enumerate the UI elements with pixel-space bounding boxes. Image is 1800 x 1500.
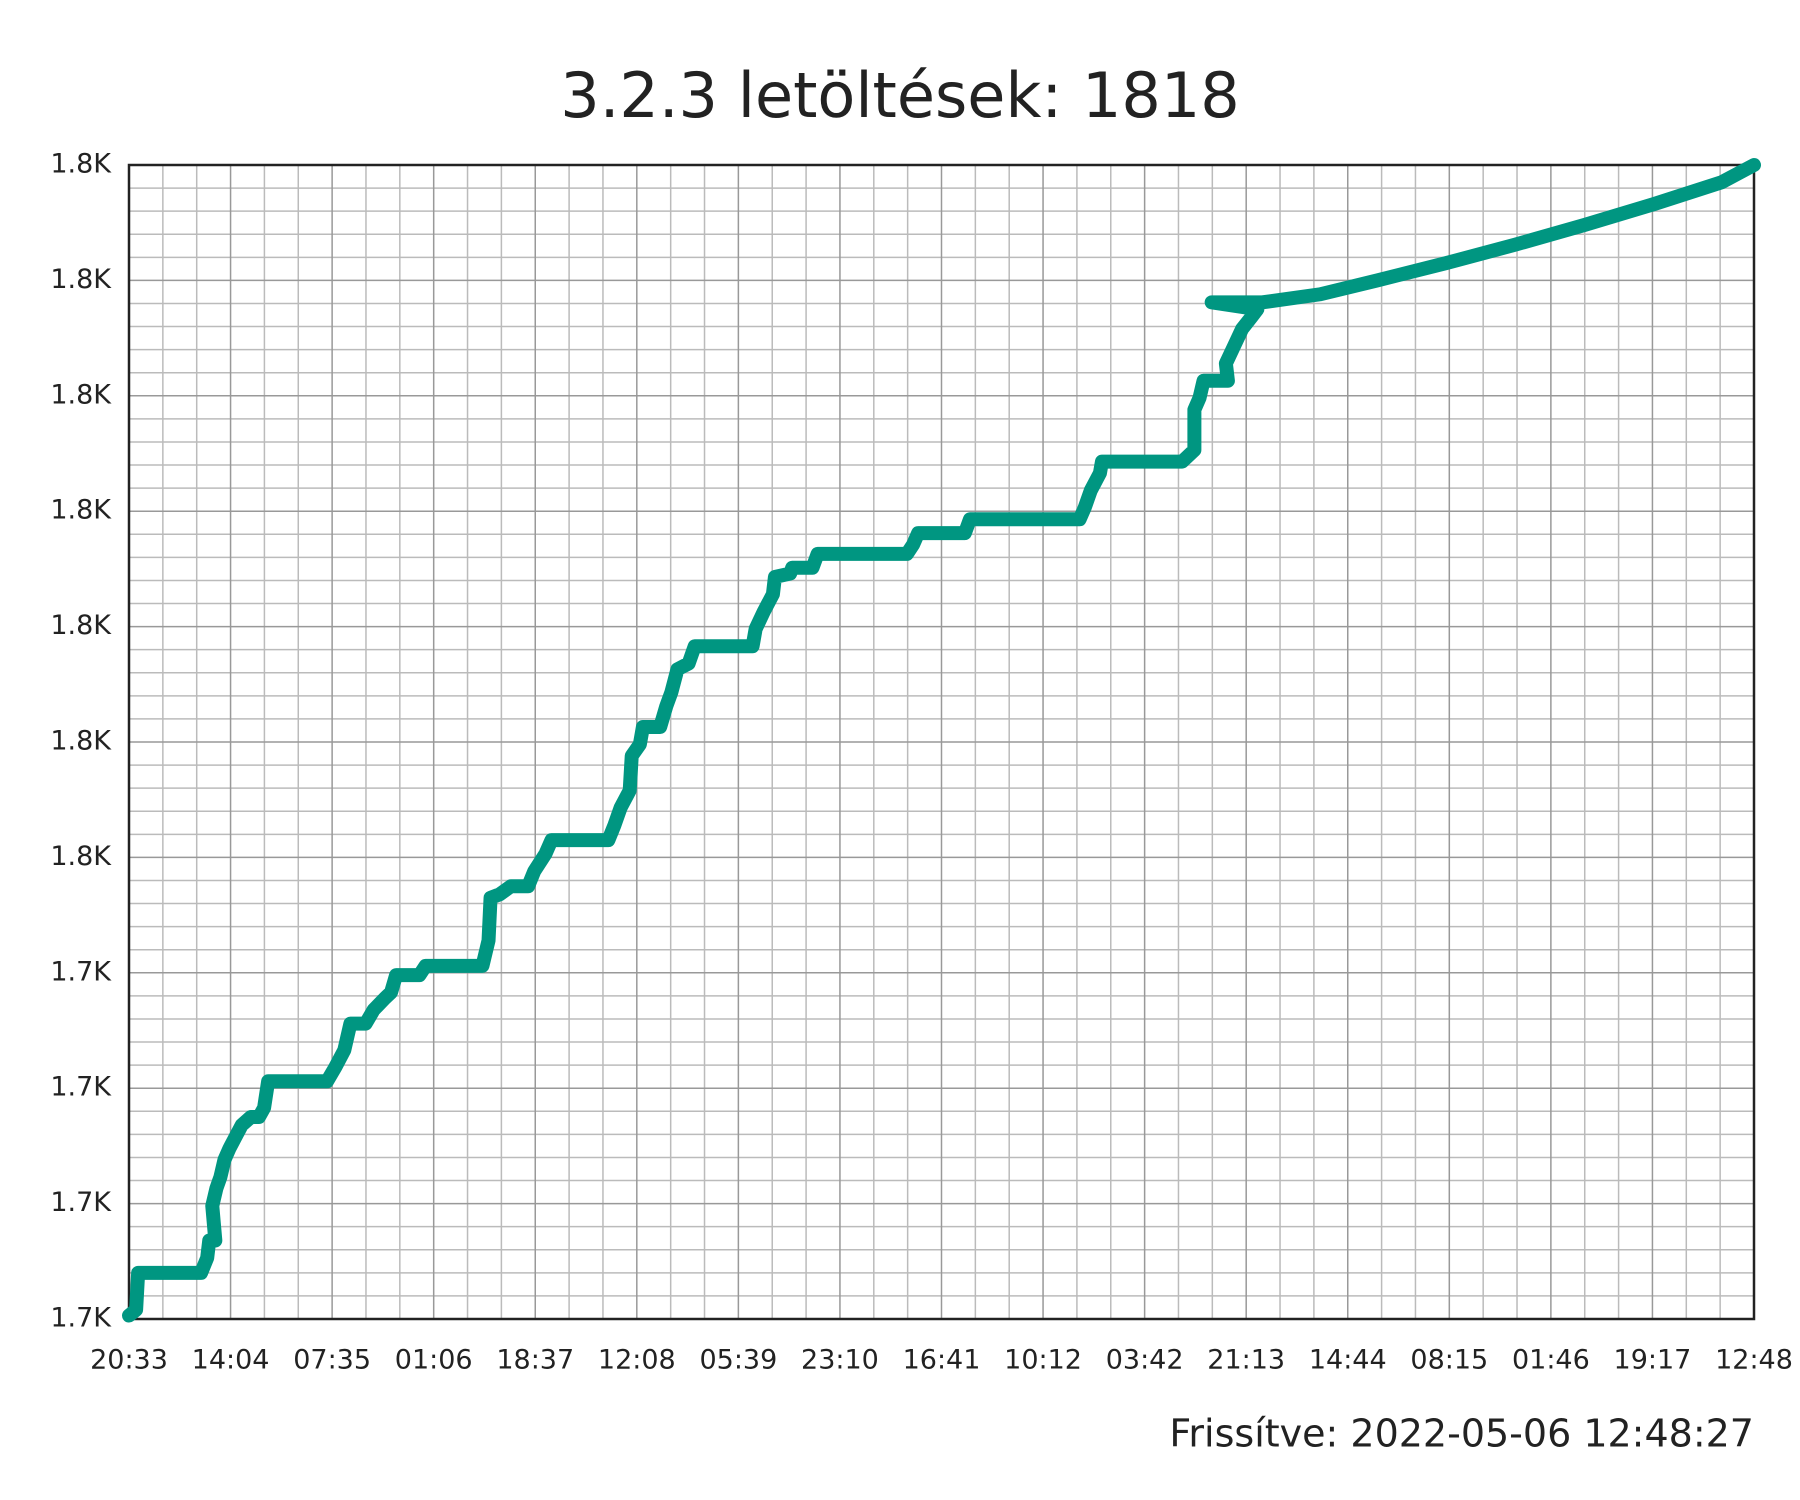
y-tick-label: 1.8K <box>50 610 112 641</box>
y-tick-label: 1.8K <box>50 379 112 410</box>
x-tick-label: 14:04 <box>192 1345 270 1376</box>
y-tick-label: 1.7K <box>50 956 112 987</box>
x-tick-label: 01:06 <box>395 1345 473 1376</box>
y-tick-label: 1.8K <box>50 841 112 872</box>
updated-note: Frissítve: 2022-05-06 12:48:27 <box>1169 1412 1754 1456</box>
x-tick-label: 14:44 <box>1309 1345 1387 1376</box>
plot-frame <box>127 163 1756 1321</box>
x-tick-label: 12:48 <box>1715 1345 1793 1376</box>
x-tick-label: 12:08 <box>598 1345 676 1376</box>
x-tick-label: 21:13 <box>1207 1345 1285 1376</box>
y-tick-label: 1.8K <box>50 726 112 757</box>
y-tick-label: 1.8K <box>50 149 112 180</box>
x-tick-label: 07:35 <box>293 1345 371 1376</box>
y-tick-label: 1.8K <box>50 264 112 295</box>
y-tick-label: 1.7K <box>50 1072 112 1103</box>
x-tick-label: 16:41 <box>903 1345 981 1376</box>
x-tick-label: 03:42 <box>1106 1345 1184 1376</box>
y-tick-label: 1.8K <box>50 495 112 526</box>
x-tick-label: 08:15 <box>1410 1345 1488 1376</box>
y-tick-label: 1.7K <box>50 1187 112 1218</box>
y-tick-label: 1.7K <box>50 1303 112 1334</box>
x-tick-label: 18:37 <box>496 1345 574 1376</box>
x-tick-label: 23:10 <box>801 1345 879 1376</box>
x-tick-label: 20:33 <box>90 1345 168 1376</box>
x-tick-label: 01:46 <box>1512 1345 1590 1376</box>
chart-title: 3.2.3 letöltések: 1818 <box>560 59 1240 132</box>
x-tick-label: 05:39 <box>699 1345 777 1376</box>
x-tick-label: 19:17 <box>1614 1345 1692 1376</box>
x-tick-label: 10:12 <box>1004 1345 1082 1376</box>
data-line <box>122 158 1761 1323</box>
